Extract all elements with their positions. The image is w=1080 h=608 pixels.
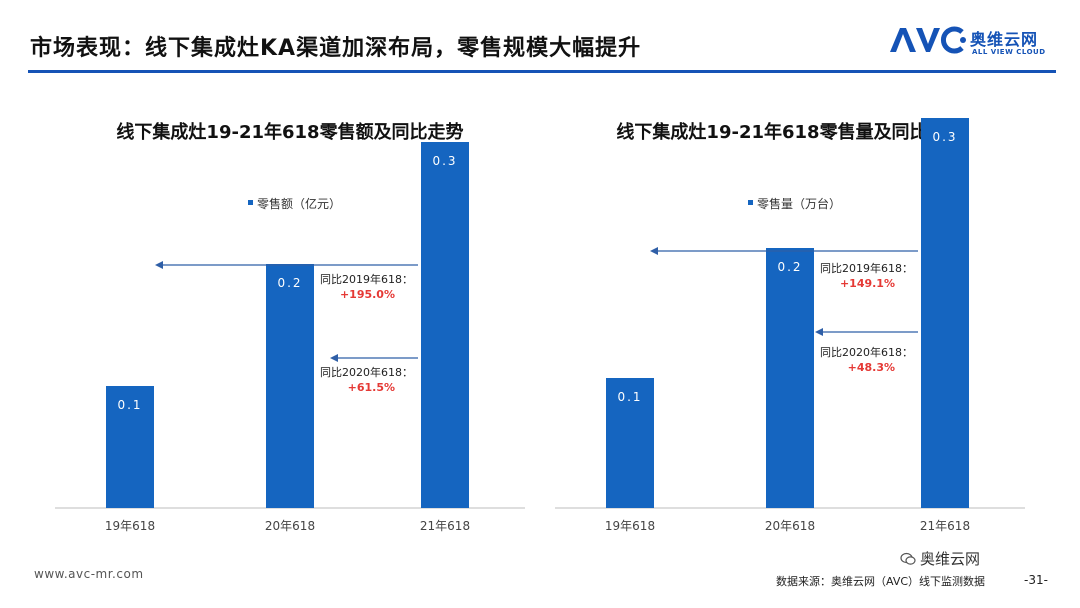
data-source-note: 数据来源：奥维云网（AVC）线下监测数据: [776, 575, 986, 588]
data-label: 0.1: [117, 398, 142, 412]
chart-legend: 零售量（万台）: [748, 195, 841, 212]
annotation-growth-value: +61.5%: [348, 381, 395, 394]
page-number: -31-: [1024, 573, 1048, 587]
legend-swatch: [248, 200, 253, 205]
annotation-label: 同比2020年618：: [320, 365, 413, 379]
x-tick-label: 21年618: [420, 519, 470, 533]
chart-retail-volume: 线下集成灶19-21年618零售量及同比走势 零售量（万台） 0.1 19年618…: [540, 100, 1040, 550]
annotation-growth-value: +149.1%: [840, 277, 895, 290]
annotation-arrow-head: [155, 261, 163, 269]
annotation-arrow-head: [650, 247, 658, 255]
annotation-arrow-head: [815, 328, 823, 336]
logo-brand-name: 奥维云网: [970, 30, 1039, 49]
chart-title: 线下集成灶19-21年618零售量及同比走势: [616, 122, 964, 143]
title-divider: [28, 70, 1056, 73]
annotation-arrow-head: [330, 354, 338, 362]
bar-19年618: [606, 378, 654, 508]
wechat-account-name: 奥维云网: [920, 550, 981, 568]
data-label: 0.2: [277, 276, 302, 290]
legend-swatch: [748, 200, 753, 205]
x-tick-label: 19年618: [605, 519, 655, 533]
chart-legend: 零售额（亿元）: [248, 195, 341, 212]
logo-brand-tagline: ALL VIEW CLOUD: [972, 48, 1046, 56]
annotation-label: 同比2019年618：: [820, 261, 913, 275]
annotation-label: 同比2020年618：: [820, 345, 913, 359]
annotation-growth-value: +195.0%: [340, 288, 395, 301]
legend-label: 零售额（亿元）: [257, 197, 342, 211]
data-label: 0.3: [432, 154, 457, 168]
bar-20年618: [766, 248, 814, 508]
page-title: 市场表现：线下集成灶KA渠道加深布局，零售规模大幅提升: [30, 36, 642, 61]
wechat-account: 奥维云网: [900, 548, 980, 569]
chart-plot-area: 0.1 19年618 0.2 20年618 0.3 21年618 同比2019年618： +1…: [55, 142, 525, 533]
bar-19年618: [106, 386, 154, 508]
avc-logo-mark-icon: [890, 26, 966, 54]
data-label: 0.2: [777, 260, 802, 274]
bar-20年618: [266, 264, 314, 508]
wechat-icon: [900, 552, 916, 565]
data-label: 0.3: [932, 130, 957, 144]
legend-label: 零售量（万台）: [757, 197, 842, 211]
chart-retail-sales: 线下集成灶19-21年618零售额及同比走势 零售额（亿元） 0.1 19年618…: [40, 100, 540, 550]
data-label: 0.1: [617, 390, 642, 404]
x-tick-label: 19年618: [105, 519, 155, 533]
annotation-growth-value: +48.3%: [848, 361, 895, 374]
chart-title: 线下集成灶19-21年618零售额及同比走势: [116, 122, 464, 143]
bar-21年618: [421, 142, 469, 508]
x-tick-label: 20年618: [765, 519, 815, 533]
annotation-label: 同比2019年618：: [320, 272, 413, 286]
chart-plot-area: 0.1 19年618 0.2 20年618 0.3 21年618 同比2019年618： +1…: [555, 118, 1025, 533]
bar-21年618: [921, 118, 969, 508]
avc-logo: 奥维云网 ALL VIEW CLOUD: [890, 24, 1060, 60]
footer-website: www.avc-mr.com: [34, 567, 144, 581]
x-tick-label: 20年618: [265, 519, 315, 533]
x-tick-label: 21年618: [920, 519, 970, 533]
